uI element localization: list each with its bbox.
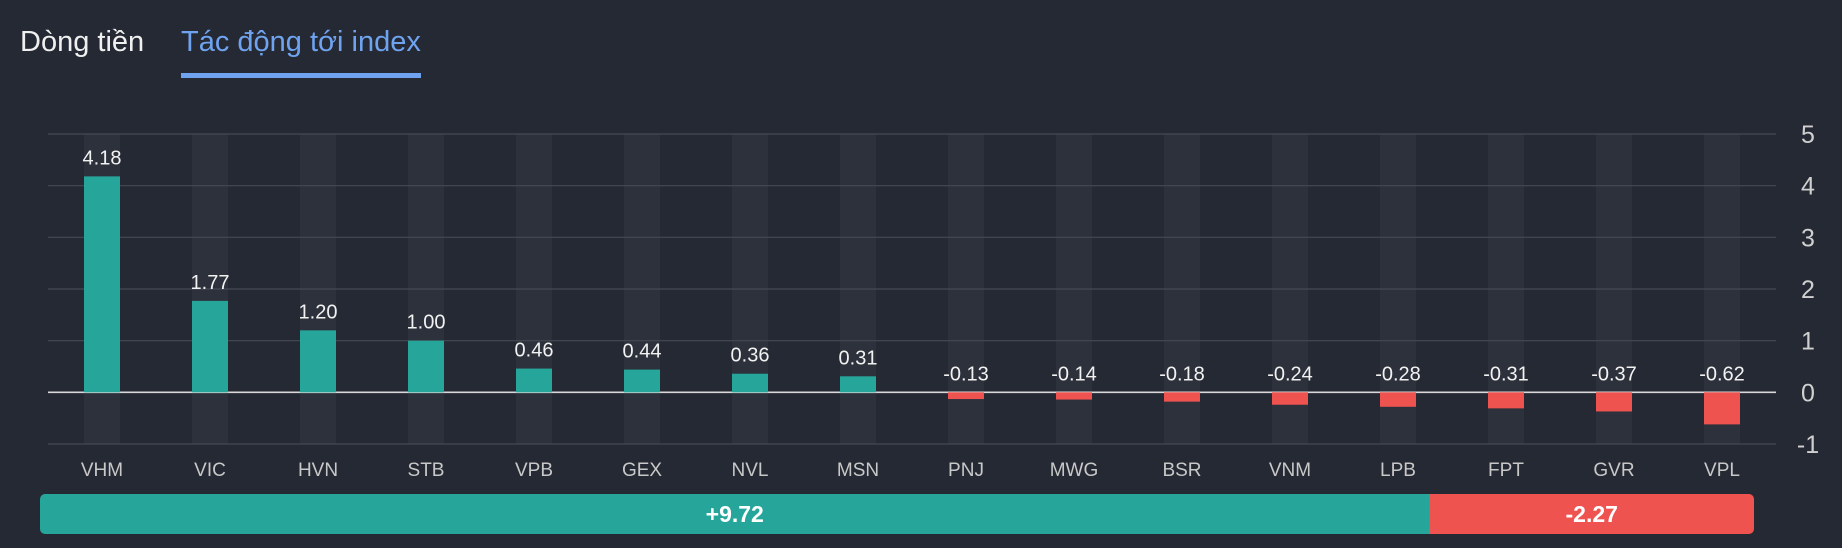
x-tick-label: PNJ xyxy=(948,460,984,481)
bar-value-label: 0.31 xyxy=(839,347,878,369)
x-tick-label: VPB xyxy=(515,460,553,481)
bar xyxy=(1488,392,1524,409)
summary-bar: +9.72 -2.27 xyxy=(40,494,1754,534)
bar xyxy=(1056,392,1092,400)
bar xyxy=(516,368,552,393)
bar-value-label: -0.18 xyxy=(1159,363,1205,385)
x-tick-label: MSN xyxy=(837,460,879,481)
bar xyxy=(1272,392,1308,405)
tab-dong-tien[interactable]: Dòng tiền xyxy=(20,26,145,58)
bar-value-label: 0.44 xyxy=(623,341,662,363)
x-tick-label: MWG xyxy=(1050,460,1099,481)
bar xyxy=(840,376,876,393)
x-tick-label: FPT xyxy=(1488,460,1524,481)
positive-total-segment: +9.72 xyxy=(40,494,1430,534)
x-tick-label: HVN xyxy=(298,460,338,481)
y-tick-label: 4 xyxy=(1801,173,1815,201)
x-tick-label: VPL xyxy=(1704,460,1740,481)
bar-value-label: 1.20 xyxy=(299,301,338,323)
negative-total-segment: -2.27 xyxy=(1429,494,1754,534)
bar-value-label: -0.14 xyxy=(1051,363,1097,385)
bar-value-label: -0.37 xyxy=(1591,363,1637,385)
bar xyxy=(192,300,228,393)
bar xyxy=(1596,392,1632,412)
y-tick-label: 3 xyxy=(1801,224,1815,252)
bar xyxy=(1380,392,1416,407)
bar xyxy=(1164,392,1200,402)
x-tick-label: GVR xyxy=(1593,460,1634,481)
index-impact-chart: 5 4 3 2 1 0 -1 4.18 VHM 1.77 VIC 1.20 HVN 1.00 STB 0.46… xyxy=(48,121,1819,481)
bar-value-label: -0.24 xyxy=(1267,363,1313,385)
x-tick-label: VHM xyxy=(81,460,123,481)
tab-tac-dong-toi-index[interactable]: Tác động tới index xyxy=(181,26,421,78)
bar xyxy=(732,373,768,393)
bar-value-label: -0.31 xyxy=(1483,363,1529,385)
bar-value-label: -0.62 xyxy=(1699,363,1745,385)
negative-total-label: -2.27 xyxy=(1565,500,1618,527)
positive-total-label: +9.72 xyxy=(705,500,764,527)
bar xyxy=(1704,392,1740,425)
bar-value-label: -0.13 xyxy=(943,363,989,385)
x-tick-label: VIC xyxy=(194,460,226,481)
x-tick-label: GEX xyxy=(622,460,662,481)
bar xyxy=(84,176,120,393)
bar xyxy=(948,392,984,400)
bar-value-label: 1.00 xyxy=(407,312,446,334)
y-tick-label: 0 xyxy=(1801,379,1815,407)
bar-value-label: 0.46 xyxy=(515,340,554,362)
bar xyxy=(300,330,336,393)
bar-value-label: 0.36 xyxy=(731,345,770,367)
x-tick-label: BSR xyxy=(1162,460,1201,481)
bar-value-label: -0.28 xyxy=(1375,363,1421,385)
x-tick-label: NVL xyxy=(732,460,769,481)
bar xyxy=(408,340,444,393)
y-tick-label: -1 xyxy=(1797,431,1819,459)
y-tick-label: 5 xyxy=(1801,121,1815,149)
bar-value-label: 1.77 xyxy=(191,272,230,294)
bar xyxy=(624,369,660,393)
y-tick-label: 2 xyxy=(1801,276,1815,304)
y-tick-label: 1 xyxy=(1801,328,1815,356)
x-tick-label: STB xyxy=(408,460,445,481)
x-tick-label: VNM xyxy=(1269,460,1311,481)
bar-value-label: 4.18 xyxy=(83,147,122,169)
x-tick-label: LPB xyxy=(1380,460,1416,481)
